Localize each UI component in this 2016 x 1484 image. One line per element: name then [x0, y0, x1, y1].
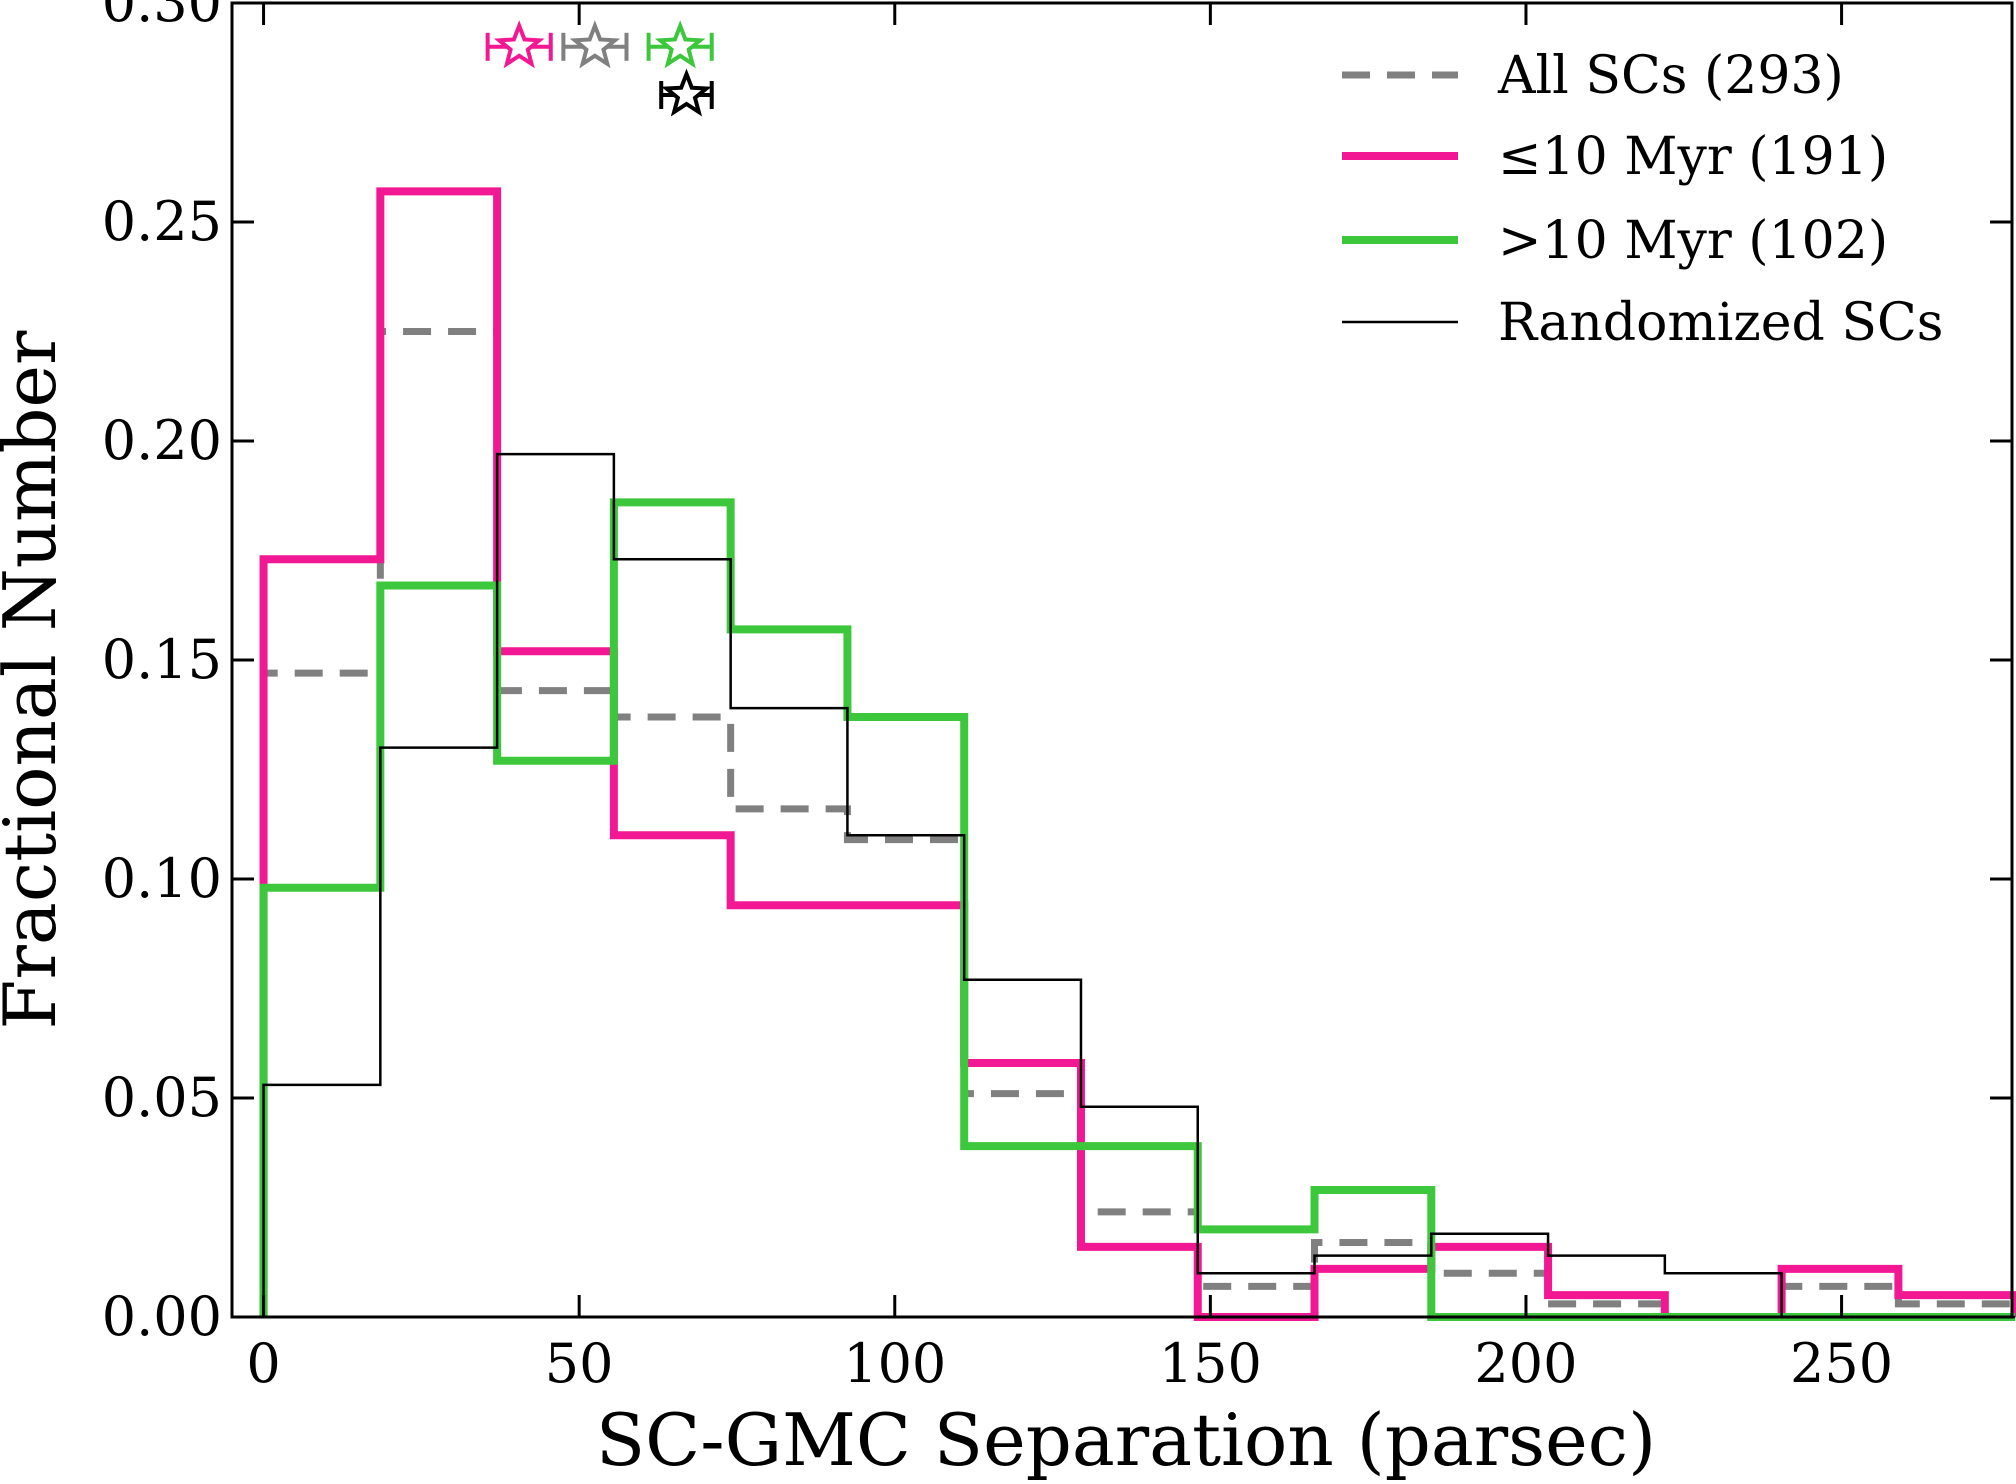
legend-label-1: ≤10 Myr (191): [1498, 127, 1888, 187]
x-tick-label: 0: [246, 1332, 280, 1395]
x-tick-label: 100: [843, 1332, 946, 1395]
mean-star-3: [661, 68, 712, 117]
y-tick-label: 0.15: [102, 628, 222, 691]
legend-label-0: All SCs (293): [1497, 46, 1844, 106]
x-tick-label: 50: [545, 1332, 614, 1395]
y-tick-label: 0.30: [102, 0, 222, 34]
tick-labels: 0 50 100 150 200 250 0.00 0.05 0.10 0.15 0.20 0.25 0…: [102, 0, 1893, 1395]
legend-label-2: >10 Myr (102): [1498, 211, 1888, 271]
y-tick-label: 0.05: [102, 1066, 222, 1129]
mean-star-1: [493, 20, 545, 69]
y-tick-label: 0.00: [102, 1285, 222, 1348]
ticks: [232, 1, 2012, 1319]
x-tick-label: 250: [1790, 1332, 1893, 1395]
legend: All SCs (293) ≤10 Myr (191) >10 Myr (102) R…: [1342, 46, 1943, 353]
series-line-2: [259, 498, 2016, 1321]
mean-markers: [485, 20, 714, 117]
x-tick-label: 200: [1474, 1332, 1577, 1395]
mean-star-0: [569, 20, 621, 69]
mean-star-2: [654, 20, 706, 69]
series-layer: [259, 187, 2016, 1321]
y-tick-label: 0.25: [102, 190, 222, 253]
x-axis-title: SC-GMC Separation (parsec): [596, 1398, 1656, 1482]
legend-label-3: Randomized SCs: [1498, 293, 1943, 353]
series-line-0: [260, 328, 2016, 1321]
y-tick-label: 0.20: [102, 409, 222, 472]
x-tick-label: 150: [1159, 1332, 1262, 1395]
series-line-3: [262, 452, 2016, 1319]
y-tick-label: 0.10: [102, 847, 222, 910]
y-axis-title: Fractional Number: [0, 330, 72, 1029]
